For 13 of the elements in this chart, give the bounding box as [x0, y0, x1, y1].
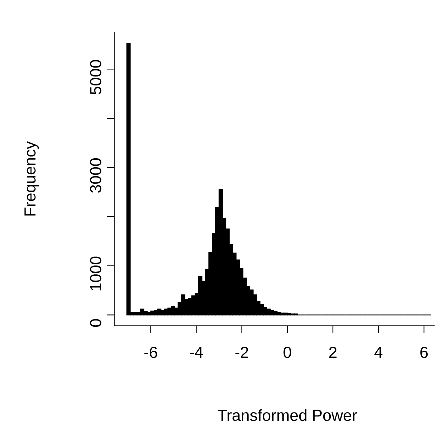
y-axis-title: Frequency — [24, 142, 40, 216]
y-tick-label: 3000 — [90, 158, 102, 193]
y-tick-label: 1000 — [90, 256, 102, 291]
x-tick-label: -2 — [236, 346, 248, 358]
x-tick-label: 6 — [420, 346, 428, 358]
y-tick-label: 0 — [90, 319, 102, 328]
x-tick-label: -6 — [144, 346, 158, 358]
x-tick-label: 2 — [329, 346, 337, 358]
x-tick-label: -4 — [190, 346, 204, 358]
x-tick-label: 0 — [284, 346, 292, 358]
x-tick-label: 4 — [374, 346, 383, 358]
y-tick-label: 5000 — [90, 60, 102, 95]
x-axis-title: Transformed Power — [218, 409, 358, 422]
